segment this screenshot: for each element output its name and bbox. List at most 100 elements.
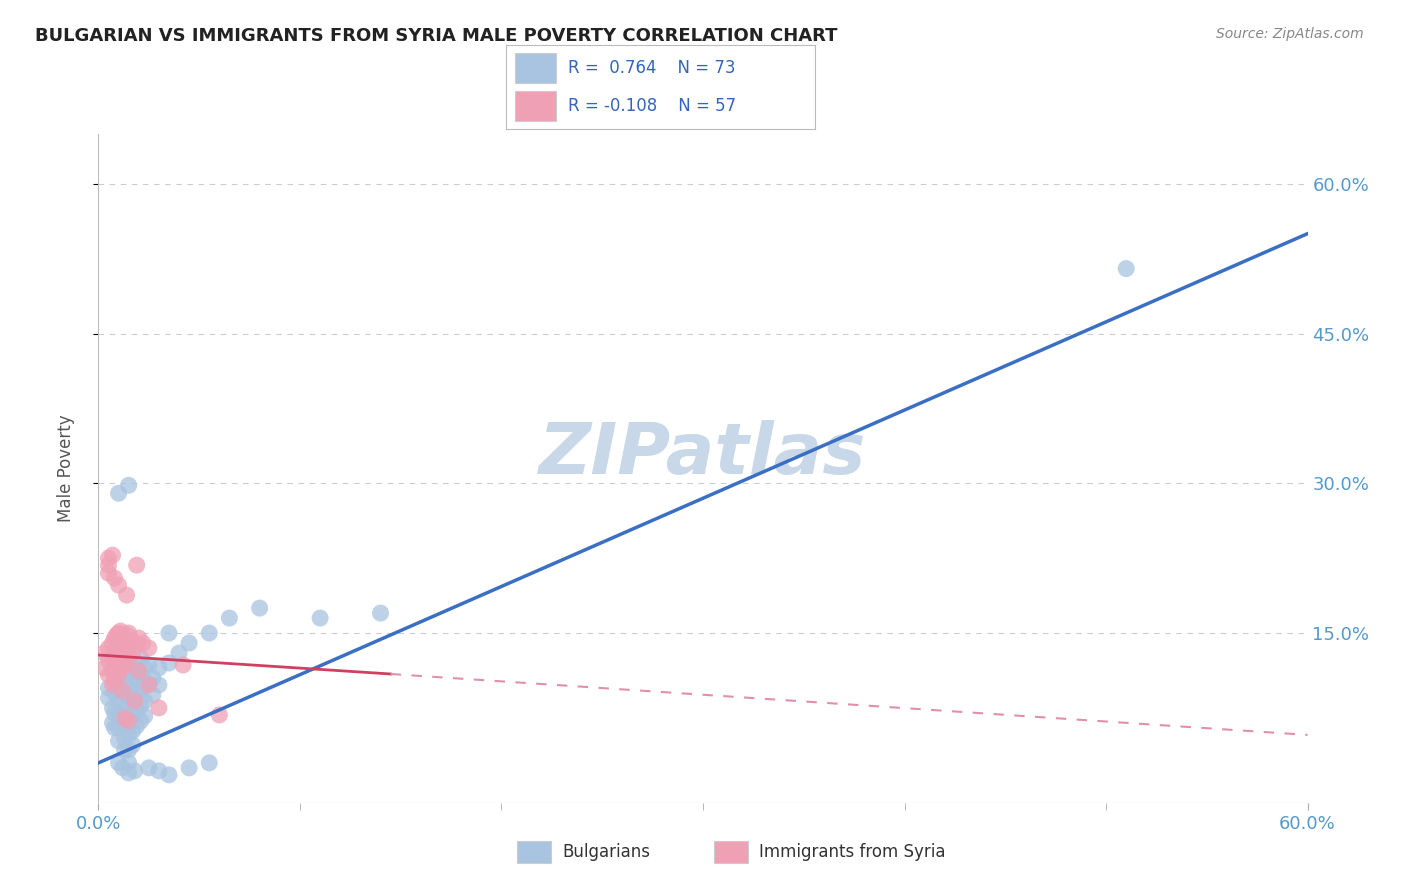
Point — [111, 684, 134, 698]
Point — [107, 626, 129, 640]
Point — [105, 643, 128, 657]
Point — [107, 486, 129, 500]
Point — [121, 738, 143, 752]
Point — [124, 694, 146, 708]
Text: R =  0.764    N = 73: R = 0.764 N = 73 — [568, 59, 735, 77]
Point — [97, 640, 120, 655]
Bar — [517, 840, 551, 863]
Point — [125, 558, 148, 573]
Point — [101, 548, 124, 562]
Point — [118, 698, 141, 712]
Text: R = -0.108    N = 57: R = -0.108 N = 57 — [568, 97, 737, 115]
Point — [124, 764, 146, 778]
Point — [114, 631, 136, 645]
Point — [129, 684, 152, 698]
Point — [101, 651, 124, 665]
Point — [114, 658, 136, 673]
Point — [101, 678, 124, 692]
Point — [97, 668, 120, 682]
Point — [198, 626, 221, 640]
Point — [118, 743, 141, 757]
Point — [97, 654, 120, 668]
Point — [110, 638, 132, 652]
Point — [125, 673, 148, 687]
Point — [121, 709, 143, 723]
Point — [103, 671, 125, 685]
Point — [118, 713, 141, 727]
Point — [114, 731, 136, 745]
Point — [105, 657, 128, 671]
Point — [97, 558, 120, 573]
Point — [110, 624, 132, 638]
Point — [111, 715, 134, 730]
Point — [107, 654, 129, 668]
Point — [128, 631, 150, 645]
Point — [107, 676, 129, 690]
Point — [138, 678, 160, 692]
Point — [129, 668, 152, 682]
Point — [115, 640, 138, 655]
Point — [103, 686, 125, 700]
Point — [142, 688, 165, 702]
Point — [142, 671, 165, 685]
Point — [198, 756, 221, 770]
Point — [118, 626, 141, 640]
Point — [157, 656, 180, 670]
Point — [125, 704, 148, 718]
Point — [179, 761, 201, 775]
Bar — [516, 54, 555, 83]
Point — [103, 571, 125, 585]
Point — [103, 673, 125, 688]
Point — [107, 721, 129, 735]
Point — [118, 665, 141, 680]
Point — [97, 690, 120, 705]
Point — [101, 664, 124, 678]
Point — [138, 761, 160, 775]
Point — [118, 681, 141, 695]
Point — [118, 638, 141, 652]
Text: BULGARIAN VS IMMIGRANTS FROM SYRIA MALE POVERTY CORRELATION CHART: BULGARIAN VS IMMIGRANTS FROM SYRIA MALE … — [35, 27, 838, 45]
Point — [148, 661, 170, 675]
Point — [118, 714, 141, 728]
Point — [121, 634, 143, 648]
Point — [103, 646, 125, 660]
Point — [121, 646, 143, 660]
Point — [97, 551, 120, 566]
Point — [125, 719, 148, 733]
Bar — [714, 840, 748, 863]
Point — [107, 640, 129, 655]
Point — [134, 661, 156, 675]
Point — [121, 661, 143, 675]
Point — [179, 636, 201, 650]
Point — [129, 714, 152, 728]
Point — [105, 628, 128, 642]
Point — [121, 678, 143, 692]
Point — [103, 706, 125, 720]
Point — [118, 756, 141, 770]
Point — [103, 660, 125, 674]
Point — [107, 706, 129, 720]
Point — [138, 658, 160, 673]
Point — [101, 701, 124, 715]
Point — [115, 628, 138, 642]
Point — [101, 636, 124, 650]
Point — [129, 651, 152, 665]
Point — [110, 651, 132, 665]
Point — [125, 656, 148, 670]
Point — [103, 721, 125, 735]
Text: Bulgarians: Bulgarians — [562, 843, 651, 861]
Point — [114, 644, 136, 658]
Point — [148, 701, 170, 715]
Point — [134, 709, 156, 723]
Point — [118, 651, 141, 665]
Point — [114, 711, 136, 725]
Point — [218, 611, 240, 625]
Point — [148, 678, 170, 692]
Point — [107, 578, 129, 592]
Point — [157, 768, 180, 782]
Point — [107, 690, 129, 705]
Point — [138, 640, 160, 655]
Point — [101, 715, 124, 730]
Point — [132, 636, 155, 650]
Point — [114, 743, 136, 757]
